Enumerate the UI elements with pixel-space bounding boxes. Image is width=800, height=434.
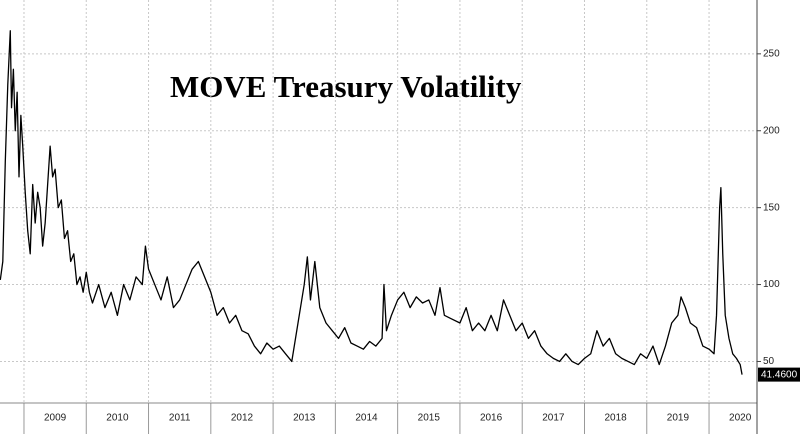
line xyxy=(0,30,743,375)
x-tick-label: 2014 xyxy=(355,413,378,424)
x-tick-label: 2012 xyxy=(231,413,254,424)
x-tick-label: 2016 xyxy=(480,413,503,424)
x-tick-label: 2009 xyxy=(44,413,67,424)
y-tick-label: 250 xyxy=(763,48,780,59)
y-tick-label: 50 xyxy=(763,356,775,367)
x-tick-label: 2015 xyxy=(418,413,441,424)
x-tick-label: 2013 xyxy=(293,413,316,424)
x-tick-label: 2020 xyxy=(729,413,752,424)
y-tick-label: 100 xyxy=(763,279,780,290)
value-badge xyxy=(758,367,800,382)
x-tick-label: 2019 xyxy=(667,413,690,424)
x-tick-label: 2011 xyxy=(169,413,191,424)
chart-title: MOVE Treasury Volatility xyxy=(170,69,522,104)
x-tick-label: 2010 xyxy=(106,413,129,424)
y-tick-label: 150 xyxy=(763,202,780,213)
y-tick-label: 200 xyxy=(763,125,780,136)
x-tick-label: 2018 xyxy=(605,413,628,424)
x-tick-label: 2017 xyxy=(542,413,565,424)
value-label: 41.4600 xyxy=(761,370,798,381)
